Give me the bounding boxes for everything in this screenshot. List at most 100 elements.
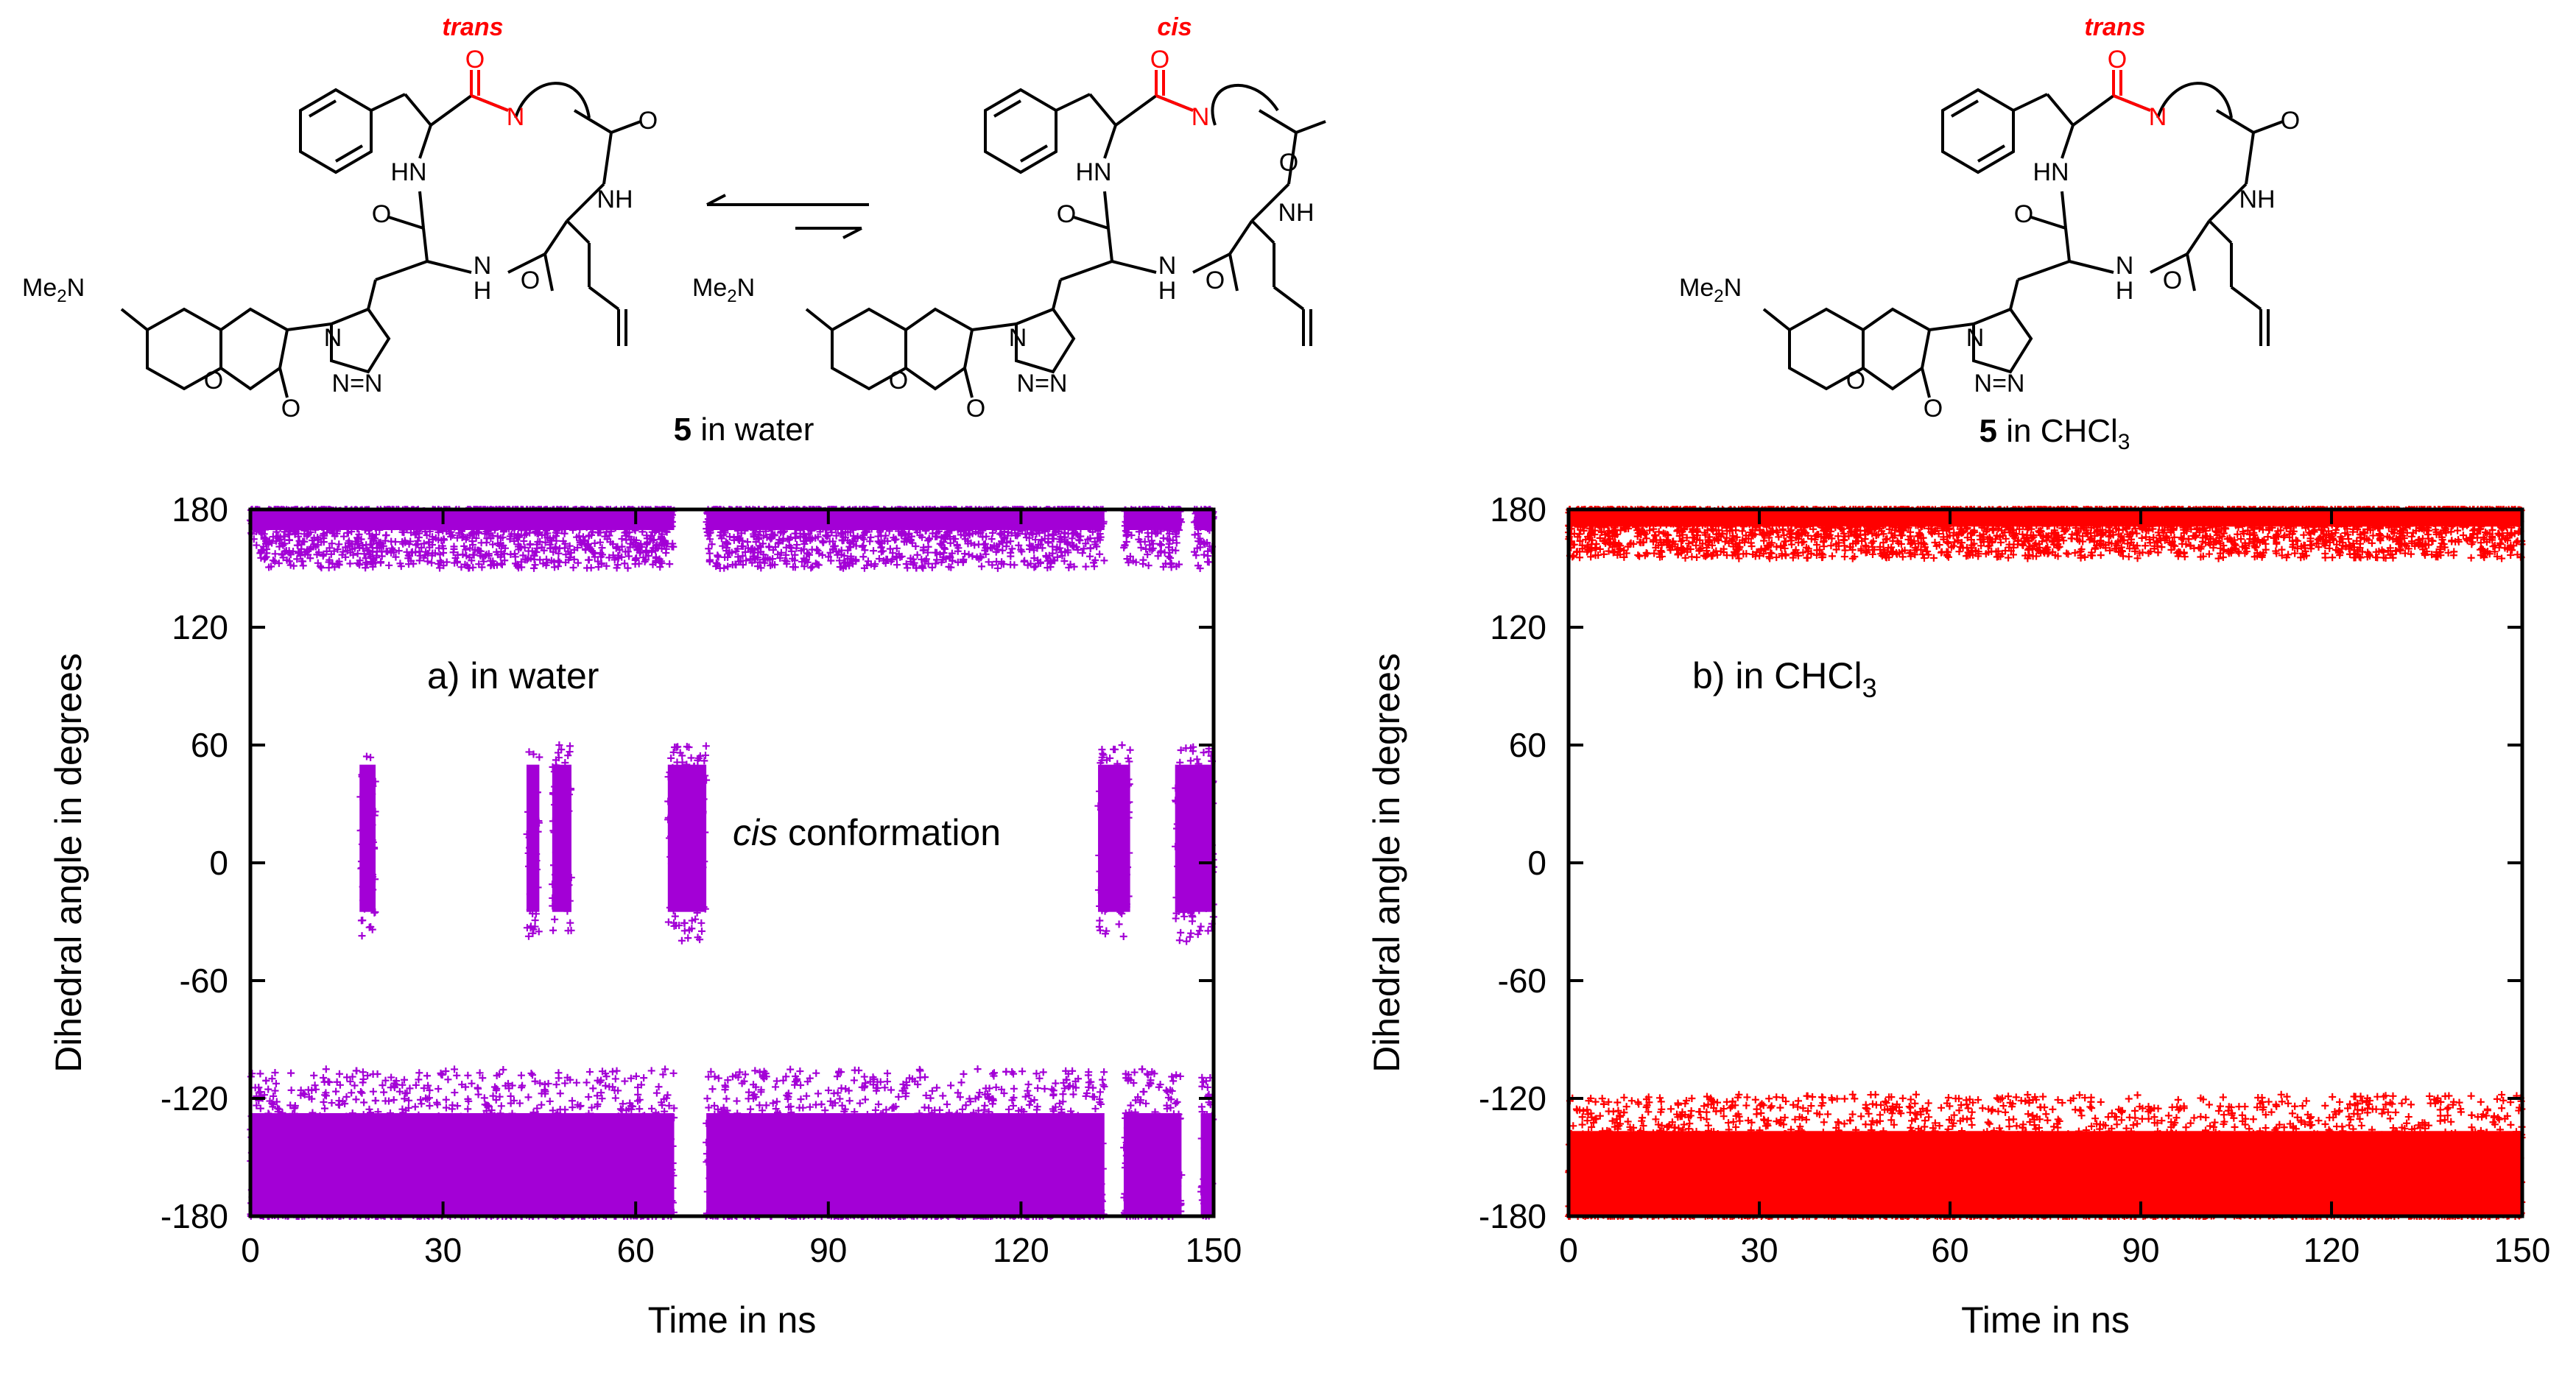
water-caption: 5 in water: [674, 412, 814, 448]
data-point: [648, 1104, 656, 1112]
data-point: [1096, 550, 1104, 558]
data-point: [544, 1079, 552, 1087]
data-point: [608, 1067, 616, 1076]
data-point: [520, 537, 528, 545]
data-point: [1030, 563, 1038, 571]
data-point: [1010, 561, 1018, 569]
data-point: [1100, 557, 1108, 565]
data-point: [1144, 562, 1152, 570]
data-point: [423, 1072, 431, 1080]
data-point: [392, 553, 400, 561]
data-point: [977, 562, 985, 571]
data-point: [378, 552, 386, 560]
atom-o: O: [966, 395, 985, 423]
structure-left-trans: trans O N HN NH N H O O O O O N N=N Me2N: [22, 13, 658, 423]
data-point: [552, 1081, 560, 1089]
data-point: [527, 1069, 535, 1077]
atom-o-red: O: [465, 46, 485, 74]
data-point: [988, 529, 996, 537]
data-point: [807, 564, 815, 572]
data-point: [531, 561, 539, 569]
atom-n-n: N=N: [1974, 370, 2025, 398]
data-point: [390, 1095, 398, 1104]
data-point: [396, 560, 404, 568]
data-point: [936, 540, 944, 548]
data-point: [470, 551, 478, 559]
data-point: [546, 1097, 554, 1105]
data-point: [360, 1098, 368, 1107]
atom-o: O: [1057, 200, 1076, 228]
data-point: [489, 540, 497, 548]
nme2-label: Me2N: [1679, 274, 1742, 306]
data-point: [867, 533, 875, 541]
data-point: [287, 1086, 295, 1094]
data-point: [322, 1065, 330, 1073]
data-point: [358, 1089, 366, 1097]
data-point: [587, 564, 595, 572]
atom-o: O: [372, 200, 391, 228]
atom-o: O: [2163, 267, 2182, 294]
data-point: [611, 1094, 619, 1102]
data-point: [517, 1071, 525, 1079]
atom-nh: NH: [597, 186, 633, 213]
atom-o-red: O: [2108, 46, 2127, 74]
equilibrium-arrows: [706, 194, 869, 239]
data-point: [530, 564, 538, 572]
atom-o: O: [1846, 367, 1865, 395]
atom-o: O: [1279, 149, 1298, 177]
atom-hn: HN: [1075, 158, 1111, 186]
data-point: [618, 1107, 626, 1115]
data-point: [474, 1090, 482, 1098]
atom-o: O: [1206, 267, 1225, 294]
atom-o: O: [204, 367, 223, 395]
data-point: [556, 1090, 564, 1098]
data-point: [591, 539, 599, 547]
data-point: [1139, 560, 1147, 568]
data-point: [640, 1074, 648, 1082]
data-point: [624, 564, 632, 572]
data-band: [1194, 509, 1214, 530]
data-point: [257, 554, 265, 562]
data-point: [913, 551, 921, 559]
atom-o: O: [1924, 395, 1943, 423]
data-point: [928, 563, 936, 571]
structure-middle-cis: cis O N HN NH N H O O O O O N N=N Me2N: [692, 13, 1327, 423]
data-point: [271, 1087, 279, 1095]
data-point: [585, 1093, 593, 1101]
data-point: [512, 560, 520, 568]
data-point: [555, 1069, 563, 1077]
data-point: [589, 548, 597, 557]
atom-o: O: [2281, 107, 2300, 135]
data-point: [968, 552, 976, 560]
data-point: [264, 1085, 272, 1093]
series-1: [247, 1065, 1217, 1220]
data-point: [527, 554, 535, 562]
data-point: [351, 1081, 359, 1090]
data-point: [497, 560, 505, 568]
data-point: [643, 540, 651, 548]
data-point: [1007, 552, 1015, 560]
data-point: [335, 540, 343, 548]
data-point: [1200, 551, 1208, 559]
data-point: [312, 1085, 320, 1093]
structure-right-trans: trans O N HN NH N H O O O O O N N=N Me2N: [1679, 13, 2300, 423]
data-point: [387, 537, 395, 546]
data-point: [647, 1067, 655, 1075]
atom-o: O: [889, 367, 908, 395]
data-point: [631, 560, 639, 568]
data-point: [669, 1069, 678, 1077]
data-point: [335, 1070, 343, 1078]
data-point: [451, 1089, 459, 1097]
data-point: [272, 1079, 280, 1087]
atom-o: O: [2014, 200, 2033, 228]
data-point: [317, 564, 325, 572]
atom-nh: NH: [2239, 186, 2275, 213]
data-point: [1157, 541, 1165, 549]
atom-o: O: [521, 267, 540, 294]
atom-o: O: [281, 395, 300, 423]
data-point: [803, 550, 812, 558]
data-point: [598, 544, 606, 552]
data-point: [1090, 562, 1098, 571]
